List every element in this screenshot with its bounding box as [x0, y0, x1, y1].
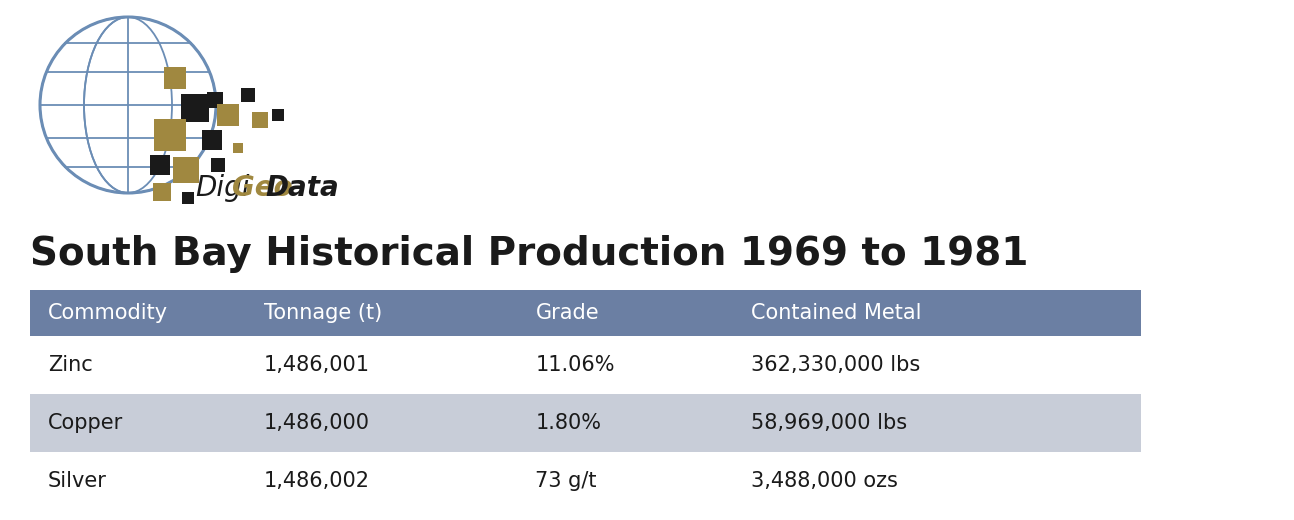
Bar: [217, 104, 239, 126]
Bar: [246, 336, 518, 394]
Bar: [734, 290, 1140, 336]
Text: Data: Data: [265, 174, 339, 202]
Bar: [233, 143, 243, 153]
Bar: [518, 290, 734, 336]
Bar: [252, 112, 268, 128]
Text: 73 g/t: 73 g/t: [536, 471, 597, 491]
Text: 1.80%: 1.80%: [536, 413, 602, 433]
Bar: [150, 155, 170, 175]
Text: 11.06%: 11.06%: [536, 355, 615, 375]
Bar: [173, 157, 199, 183]
Bar: [182, 192, 194, 204]
Bar: [207, 92, 223, 108]
Text: 1,486,001: 1,486,001: [264, 355, 370, 375]
Text: Geo: Geo: [232, 174, 292, 202]
Text: 1,486,002: 1,486,002: [264, 471, 370, 491]
Bar: [246, 290, 518, 336]
Bar: [202, 130, 223, 150]
Bar: [153, 183, 171, 201]
Bar: [518, 452, 734, 510]
Bar: [30, 394, 246, 452]
Text: Commodity: Commodity: [48, 303, 168, 323]
Bar: [734, 452, 1140, 510]
Text: Copper: Copper: [48, 413, 123, 433]
Text: Tonnage (t): Tonnage (t): [264, 303, 382, 323]
Bar: [154, 119, 186, 151]
Bar: [272, 109, 283, 121]
Bar: [246, 452, 518, 510]
Text: Silver: Silver: [48, 471, 107, 491]
Bar: [518, 394, 734, 452]
Text: 1,486,000: 1,486,000: [264, 413, 370, 433]
Bar: [518, 336, 734, 394]
Bar: [164, 67, 186, 89]
Text: Zinc: Zinc: [48, 355, 93, 375]
Bar: [246, 394, 518, 452]
Bar: [30, 452, 246, 510]
Bar: [211, 158, 225, 172]
Text: Grade: Grade: [536, 303, 599, 323]
Bar: [734, 394, 1140, 452]
Bar: [181, 94, 210, 122]
Text: Contained Metal: Contained Metal: [752, 303, 921, 323]
Bar: [734, 336, 1140, 394]
Bar: [241, 88, 255, 102]
Text: 3,488,000 ozs: 3,488,000 ozs: [752, 471, 898, 491]
Text: 58,969,000 lbs: 58,969,000 lbs: [752, 413, 907, 433]
Text: Digi: Digi: [195, 174, 250, 202]
Bar: [30, 336, 246, 394]
Bar: [30, 290, 246, 336]
Text: South Bay Historical Production 1969 to 1981: South Bay Historical Production 1969 to …: [30, 235, 1029, 273]
Text: 362,330,000 lbs: 362,330,000 lbs: [752, 355, 920, 375]
